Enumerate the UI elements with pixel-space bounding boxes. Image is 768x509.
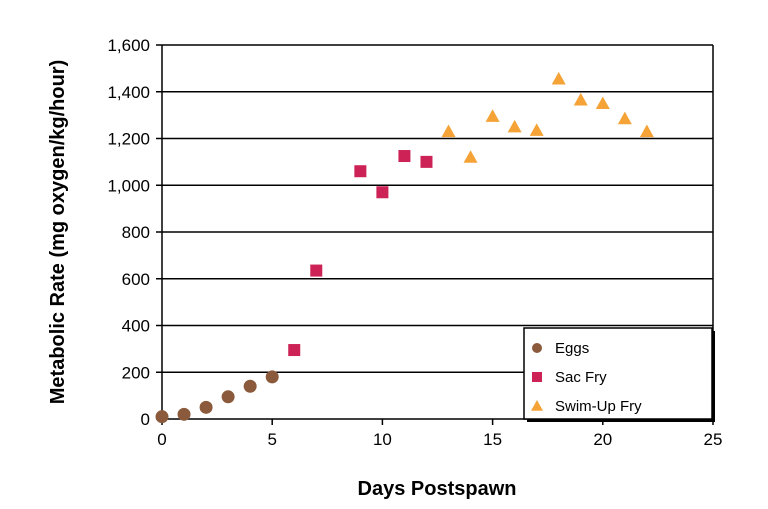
legend: Eggs Sac Fry Swim-Up Fry xyxy=(523,327,715,422)
x-tick-label-0: 0 xyxy=(157,430,166,449)
point-sac-fry-day-7 xyxy=(310,264,323,277)
point-sac-fry-day-6 xyxy=(288,344,301,357)
legend-marker-sac-fry xyxy=(532,372,542,382)
y-tick-label-800: 800 xyxy=(122,223,150,242)
y-tick-label-600: 600 xyxy=(122,270,150,289)
point-sac-fry-day-12 xyxy=(420,155,433,168)
data-points xyxy=(155,71,654,424)
x-tick-label-15: 15 xyxy=(483,430,502,449)
point-sac-fry-day-10 xyxy=(376,186,389,199)
y-axis-title: Metabolic Rate (mg oxygen/kg/hour) xyxy=(47,60,69,404)
y-tick-label-1200: 1,200 xyxy=(107,130,150,149)
x-tick-label-10: 10 xyxy=(373,430,392,449)
point-swim-up-fry-day-17 xyxy=(529,123,544,136)
legend-marker-swim-up-fry xyxy=(531,400,543,411)
x-tick-label-5: 5 xyxy=(267,430,276,449)
y-tick-label-1400: 1,400 xyxy=(107,83,150,102)
point-swim-up-fry-day-20 xyxy=(595,96,610,110)
point-swim-up-fry-day-18 xyxy=(551,71,566,85)
y-tick-label-200: 200 xyxy=(122,363,150,382)
y-tick-label-1000: 1,000 xyxy=(107,176,150,195)
legend-box xyxy=(523,327,713,420)
y-tick-label-0: 0 xyxy=(141,410,150,429)
point-eggs-day-4 xyxy=(243,379,257,393)
point-swim-up-fry-day-13 xyxy=(441,124,456,138)
point-eggs-day-2 xyxy=(199,400,213,414)
point-swim-up-fry-day-21 xyxy=(617,111,632,125)
x-tick-labels: 0 5 10 15 20 25 xyxy=(157,430,722,449)
point-eggs-day-0 xyxy=(155,410,169,424)
point-sac-fry-day-11 xyxy=(398,150,411,163)
point-sac-fry-day-9 xyxy=(354,165,367,178)
point-eggs-day-1 xyxy=(177,407,191,421)
x-axis-title: Days Postspawn xyxy=(358,478,517,500)
legend-label-sac-fry: Sac Fry xyxy=(555,369,607,386)
legend-label-swim-up-fry: Swim-Up Fry xyxy=(555,398,642,415)
point-eggs-day-5 xyxy=(265,370,279,384)
grid-lines xyxy=(162,44,713,373)
x-tick-label-20: 20 xyxy=(593,430,612,449)
x-tick-label-25: 25 xyxy=(704,430,723,449)
legend-label-eggs: Eggs xyxy=(555,340,589,357)
y-tick-label-400: 400 xyxy=(122,317,150,336)
point-swim-up-fry-day-22 xyxy=(639,124,654,138)
legend-marker-eggs xyxy=(532,343,542,353)
point-swim-up-fry-day-16 xyxy=(507,119,522,133)
y-tick-label-1600: 1,600 xyxy=(107,36,150,55)
point-eggs-day-3 xyxy=(221,390,235,404)
point-swim-up-fry-day-15 xyxy=(485,109,500,122)
point-swim-up-fry-day-19 xyxy=(573,92,588,106)
point-swim-up-fry-day-14 xyxy=(463,150,478,163)
y-tick-labels: 0 200 400 600 800 1,000 1,200 1,400 1,600 xyxy=(107,36,150,429)
